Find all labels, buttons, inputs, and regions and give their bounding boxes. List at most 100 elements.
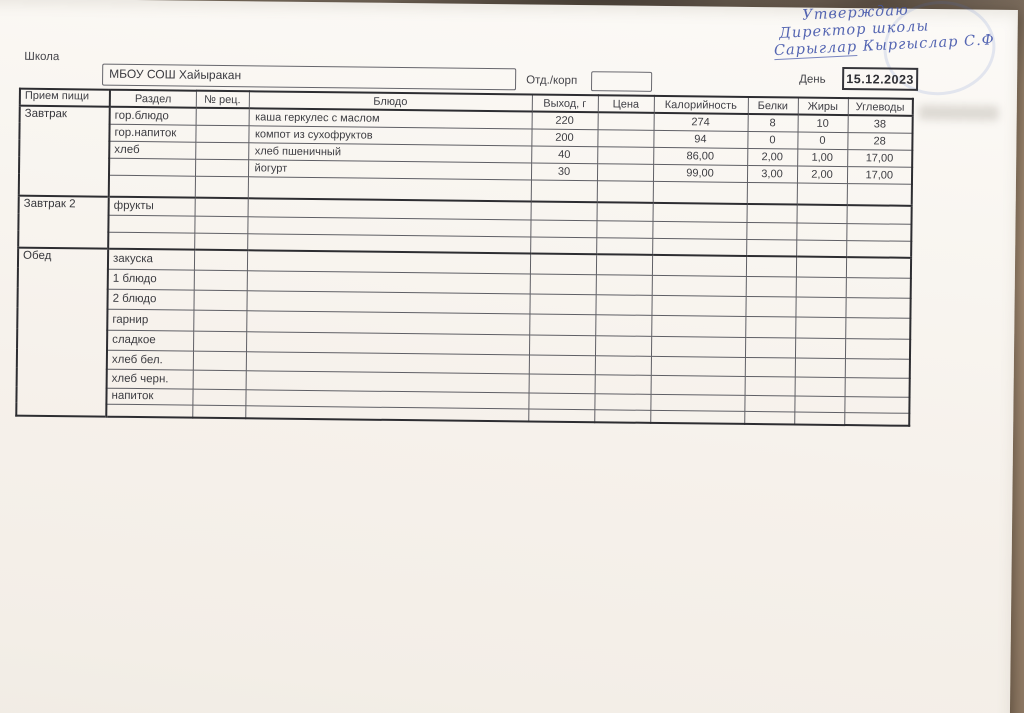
cell-protein: [745, 315, 796, 338]
cell-rec: [193, 289, 247, 311]
cell-rec: [193, 309, 247, 332]
cell-protein: [745, 255, 797, 277]
cell-out: 40: [531, 145, 598, 164]
cell-fat: [795, 296, 846, 318]
cell-price: [595, 314, 652, 336]
cell-razdel: гор.блюдо: [109, 106, 196, 125]
cell-out: [528, 392, 595, 410]
cell-out: [529, 273, 596, 295]
cell-razdel: хлеб: [109, 140, 196, 159]
cell-out: 200: [531, 128, 598, 147]
cell-razdel: хлеб бел.: [106, 349, 194, 370]
cell-rec: [193, 249, 248, 271]
cell-protein: [744, 375, 795, 396]
dept-corp-field: [590, 71, 653, 92]
cell-cal: 274: [653, 112, 748, 131]
cell-protein: [746, 203, 797, 223]
cell-rec: [192, 388, 246, 406]
cell-out: [530, 236, 597, 255]
cell-cal: [652, 180, 747, 204]
cell-fat: [796, 182, 847, 206]
section-label-lunch: Обед: [16, 247, 109, 417]
cell-protein: [746, 238, 797, 257]
col-header-carbs: Углеводы: [847, 98, 913, 116]
cell-razdel: закуска: [107, 248, 195, 270]
cell-cal: [650, 409, 745, 424]
cell-razdel: 2 блюдо: [107, 288, 194, 310]
cell-fat: [795, 316, 846, 339]
cell-fat: 2,00: [796, 165, 848, 184]
cell-price: [596, 237, 653, 255]
cell-fat: 0: [797, 131, 848, 150]
cell-razdel: сладкое: [107, 329, 194, 351]
school-name-field: МБОУ СОШ Хайыракан: [102, 63, 517, 91]
cell-carbs: [846, 240, 912, 258]
col-header-price: Цена: [597, 95, 654, 113]
col-header-rec: № рец.: [195, 90, 249, 109]
cell-rec: [194, 197, 248, 217]
cell-price: [596, 202, 653, 221]
cell-rec: [194, 232, 248, 251]
cell-out: [530, 219, 597, 238]
cell-fat: [794, 357, 845, 378]
cell-rec: [193, 269, 247, 291]
cell-carbs: [846, 205, 912, 224]
cell-cal: 94: [653, 129, 748, 148]
cell-rec: [194, 175, 248, 199]
cell-fat: [794, 337, 846, 359]
cell-cal: [651, 314, 746, 337]
cell-protein: [744, 336, 796, 358]
cell-price: [596, 180, 653, 203]
col-header-fat: Жиры: [797, 97, 848, 116]
col-header-meal: Прием пищи: [19, 88, 110, 107]
cell-carbs: [845, 317, 911, 339]
cell-out: [528, 373, 595, 394]
cell-out: [529, 253, 597, 275]
cell-price: [595, 254, 653, 275]
cell-dish: [245, 405, 529, 422]
school-label: Школа: [24, 50, 60, 64]
cell-razdel: [108, 214, 195, 233]
cell-out: [528, 334, 596, 356]
cell-razdel: гарнир: [107, 308, 194, 331]
section-label-breakfast: Завтрак: [18, 105, 110, 197]
cell-cal: [650, 355, 745, 376]
cell-price: [595, 294, 652, 315]
cell-price: [594, 335, 652, 356]
cell-cal: 99,00: [652, 163, 748, 182]
cell-cal: [652, 237, 747, 256]
cell-out: [528, 408, 595, 423]
cell-carbs: 28: [847, 132, 913, 150]
cell-carbs: 38: [847, 115, 913, 133]
cell-price: [597, 146, 654, 164]
cell-carbs: [845, 297, 911, 318]
cell-cal: [650, 374, 745, 395]
cell-carbs: [844, 338, 911, 359]
cell-carbs: [844, 358, 910, 378]
cell-razdel: [106, 403, 193, 418]
cell-protein: [745, 295, 796, 317]
cell-out: [530, 201, 597, 221]
cell-price: [596, 220, 653, 238]
cell-carbs: [846, 183, 912, 206]
cell-razdel: фрукты: [108, 196, 195, 216]
cell-cal: [651, 294, 746, 316]
cell-fat: [795, 256, 847, 278]
menu-table: Прием пищи Раздел № рец. Блюдо Выход, г …: [15, 87, 914, 427]
cell-carbs: [845, 257, 912, 278]
col-header-cal: Калорийность: [653, 95, 748, 114]
cell-razdel: [109, 157, 196, 176]
col-header-protein: Белки: [747, 96, 798, 115]
cell-dish: [247, 176, 531, 202]
cell-cal: [650, 335, 746, 357]
cell-fat: [794, 411, 845, 426]
cell-protein: 2,00: [747, 147, 798, 166]
col-header-out: Выход, г: [531, 94, 598, 113]
cell-out: [529, 313, 596, 336]
cell-protein: [746, 221, 797, 240]
section-label-breakfast2: Завтрак 2: [18, 195, 109, 249]
cell-razdel: [108, 174, 195, 198]
cell-cal: [652, 220, 747, 239]
cell-razdel: 1 блюдо: [107, 268, 194, 290]
